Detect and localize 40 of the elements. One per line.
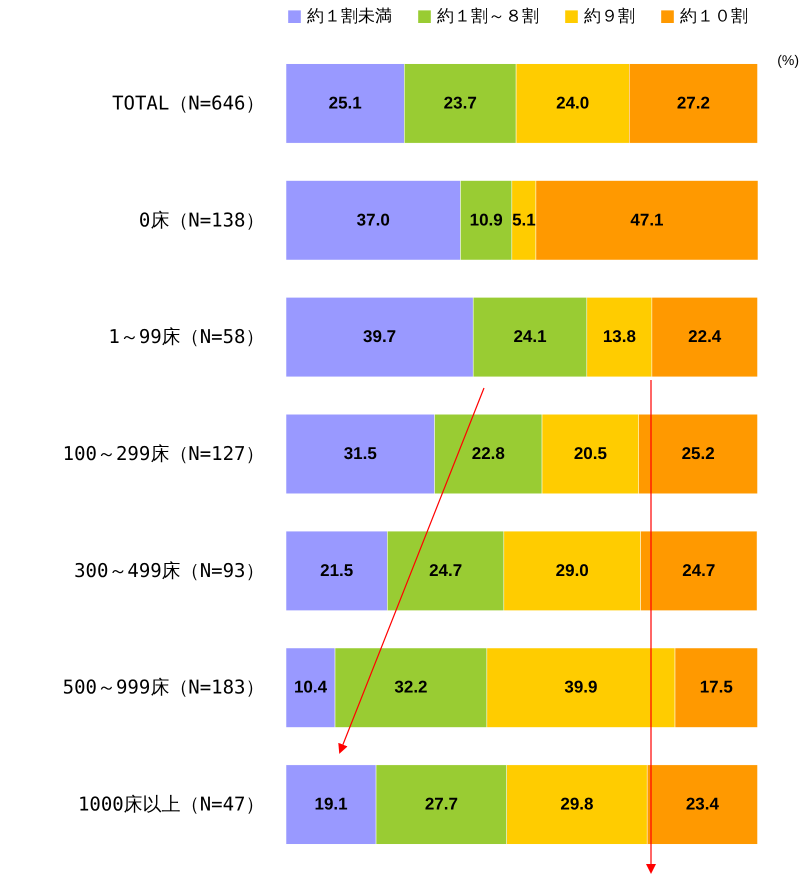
- y-tick-label: 300～499床（N=93）: [74, 560, 264, 582]
- legend-label: 約１割未満: [307, 6, 392, 27]
- data-label: 39.9: [564, 678, 598, 697]
- data-label: 32.2: [394, 678, 428, 697]
- data-label: 24.7: [429, 560, 462, 580]
- data-label: 22.4: [688, 327, 722, 346]
- data-label: 29.8: [560, 794, 594, 814]
- data-label: 29.0: [556, 560, 589, 580]
- text: (%): [777, 52, 799, 68]
- data-label: 20.5: [574, 444, 607, 463]
- y-tick-label: 1000床以上（N=47）: [78, 794, 264, 816]
- data-label: 37.0: [356, 210, 390, 230]
- data-label: 10.9: [470, 210, 503, 230]
- legend-label: 約９割: [584, 6, 635, 27]
- data-label: 27.7: [424, 794, 458, 814]
- data-label: 5.1: [512, 210, 536, 230]
- data-label: 25.1: [328, 93, 362, 112]
- data-label: 23.7: [444, 93, 477, 112]
- data-label: 24.0: [556, 93, 590, 112]
- data-label: 10.4: [294, 678, 328, 697]
- data-label: 21.5: [320, 560, 354, 580]
- data-label: 25.2: [682, 444, 715, 463]
- data-label: 23.4: [686, 794, 720, 814]
- data-label: 31.5: [344, 444, 377, 463]
- y-tick-label: 1～99床（N=58）: [108, 326, 264, 348]
- data-label: 19.1: [314, 794, 348, 814]
- y-tick-label: 0床（N=138）: [138, 209, 264, 232]
- data-label: 24.1: [513, 327, 547, 346]
- data-label: 17.5: [700, 678, 733, 697]
- legend-label: 約１割～８割: [437, 6, 539, 27]
- data-label: 39.7: [363, 327, 396, 346]
- data-label: 27.2: [676, 93, 710, 112]
- data-label: 47.1: [630, 210, 664, 230]
- legend-label: 約１０割: [680, 6, 748, 27]
- y-tick-label: 500～999床（N=183）: [62, 676, 264, 699]
- y-tick-label: 100～299床（N=127）: [62, 443, 264, 465]
- data-label: 24.7: [682, 560, 716, 580]
- data-label: 13.8: [602, 327, 636, 346]
- y-tick-label: TOTAL（N=646）: [112, 92, 264, 114]
- data-label: 22.8: [472, 444, 505, 463]
